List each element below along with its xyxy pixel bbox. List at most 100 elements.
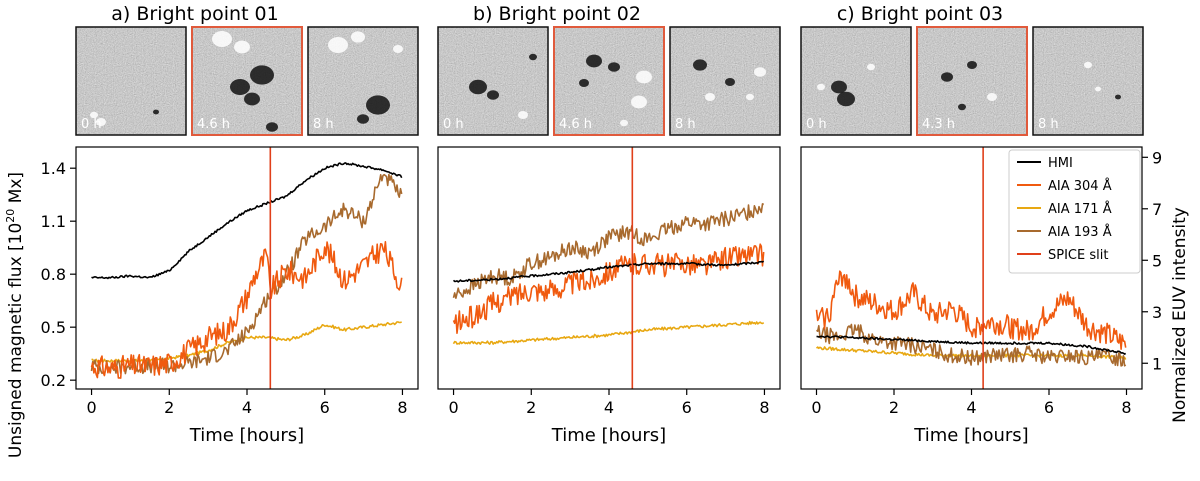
thumbnail-frame: 4.3 h bbox=[916, 26, 1028, 136]
series-lines bbox=[90, 162, 403, 379]
series-line-hmi bbox=[91, 162, 403, 280]
x-tick-label: 0 bbox=[811, 398, 821, 417]
magnetic-feature bbox=[153, 109, 159, 115]
x-tick-label: 6 bbox=[682, 398, 692, 417]
magnetogram-image bbox=[917, 27, 1027, 135]
x-tick-label: 6 bbox=[320, 398, 330, 417]
thumbnail-frame: 8 h bbox=[669, 26, 781, 136]
frame-border bbox=[669, 26, 781, 136]
highlight-frame-border bbox=[553, 26, 665, 136]
series-lines bbox=[815, 270, 1127, 367]
x-axis-label: Time [hours] bbox=[913, 425, 1028, 446]
magnetic-feature bbox=[1084, 61, 1092, 69]
axes-frame bbox=[75, 146, 419, 390]
magnetic-feature bbox=[608, 62, 620, 72]
magnetic-feature bbox=[250, 65, 274, 85]
series-line-aia-304- bbox=[815, 270, 1127, 350]
magnetic-feature bbox=[212, 31, 232, 47]
frame-border bbox=[307, 26, 419, 136]
legend-label-hmi: HMI bbox=[1048, 156, 1073, 171]
x-tick-label: 0 bbox=[86, 398, 96, 417]
magnetic-feature bbox=[1115, 94, 1121, 100]
thumbnail-frame: 4.6 h bbox=[191, 26, 303, 136]
magnetic-feature bbox=[90, 111, 98, 119]
thumbnail-frame: 0 h bbox=[75, 26, 187, 136]
thumbnail-frame: 8 h bbox=[307, 26, 419, 136]
y-tick-label: 1.1 bbox=[41, 212, 66, 231]
magnetic-feature bbox=[837, 91, 855, 107]
thumbnail-frame: 0 h bbox=[800, 26, 912, 136]
thumbnail-frame: 8 h bbox=[1032, 26, 1144, 136]
y2-tick-label: 9 bbox=[1152, 148, 1162, 167]
magnetic-feature bbox=[579, 79, 589, 87]
panel-title-c: c) Bright point 03 bbox=[837, 3, 1003, 25]
magnetic-feature bbox=[586, 54, 602, 68]
y-tick-label: 0.8 bbox=[41, 265, 66, 284]
magnetic-feature bbox=[393, 45, 403, 53]
magnetic-feature bbox=[529, 53, 537, 61]
magnetic-feature bbox=[705, 93, 715, 101]
magnetic-feature bbox=[817, 83, 825, 91]
magnetic-feature bbox=[357, 114, 369, 124]
thumbnail-frame: 4.6 h bbox=[553, 26, 665, 136]
frame-time-label: 4.3 h bbox=[922, 117, 955, 132]
x-tick-label: 2 bbox=[526, 398, 536, 417]
frame-time-label: 8 h bbox=[675, 117, 696, 132]
plots: 0 2 4 6 8 Time [hours] 0.2 0.5 0.8 1.1 1.4 0 2 4 6 8 Tim… bbox=[41, 146, 1162, 446]
x-tick-label: 6 bbox=[1044, 398, 1054, 417]
magnetogram-image bbox=[438, 27, 548, 135]
y-tick-label: 0.5 bbox=[41, 318, 66, 337]
magnetic-feature bbox=[746, 93, 754, 101]
magnetogram-image bbox=[1033, 27, 1143, 135]
magnetic-feature bbox=[487, 90, 499, 100]
legend-label-aia193: AIA 193 Å bbox=[1048, 224, 1112, 240]
magnetic-feature bbox=[469, 79, 487, 95]
magnetic-feature bbox=[234, 40, 250, 54]
frame-time-label: 0 h bbox=[443, 117, 464, 132]
frame-time-label: 0 h bbox=[81, 117, 102, 132]
magnetic-feature bbox=[958, 103, 966, 111]
magnetic-feature bbox=[725, 78, 735, 86]
magnetic-feature bbox=[693, 59, 707, 71]
legend: HMI AIA 304 Å AIA 171 Å AIA 193 Å SPICE slit bbox=[1008, 149, 1141, 274]
plot-panel: 0 2 4 6 8 Time [hours] bbox=[437, 146, 781, 446]
plot-panel: 0 2 4 6 8 Time [hours] 0.2 0.5 0.8 1.1 1.4 bbox=[41, 146, 419, 446]
highlight-frame-border bbox=[191, 26, 303, 136]
series-lines bbox=[452, 203, 765, 345]
magnetic-feature bbox=[941, 72, 953, 82]
series-line-hmi bbox=[452, 260, 765, 283]
plot-panel: 0 2 4 6 8 Time [hours] 1 3 5 7 9 bbox=[800, 146, 1162, 446]
magnetic-feature bbox=[518, 111, 528, 119]
frame-time-label: 0 h bbox=[806, 117, 827, 132]
magnetic-feature bbox=[266, 122, 278, 132]
panel-title-b: b) Bright point 02 bbox=[473, 3, 641, 25]
magnetic-feature bbox=[867, 63, 875, 71]
magnetic-feature bbox=[328, 37, 348, 53]
x-tick-label: 8 bbox=[1121, 398, 1131, 417]
y-tick-label: 0.2 bbox=[41, 371, 66, 390]
x-tick-label: 8 bbox=[759, 398, 769, 417]
x-tick-label: 4 bbox=[966, 398, 976, 417]
frame-border bbox=[1032, 26, 1144, 136]
series-line-aia-304- bbox=[452, 243, 765, 334]
y2-tick-label: 5 bbox=[1152, 251, 1162, 270]
magnetic-feature bbox=[987, 93, 997, 101]
frame-time-label: 8 h bbox=[1038, 117, 1059, 132]
frame-border bbox=[800, 26, 912, 136]
magnetic-feature bbox=[831, 80, 847, 94]
x-tick-label: 8 bbox=[397, 398, 407, 417]
magnetic-feature bbox=[631, 95, 647, 109]
frame-time-label: 4.6 h bbox=[559, 117, 592, 132]
magnetic-feature bbox=[230, 79, 250, 95]
legend-box bbox=[1008, 149, 1141, 274]
thumbnail-frame: 0 h bbox=[437, 26, 549, 136]
y-tick-label: 1.4 bbox=[41, 159, 66, 178]
legend-label-aia171: AIA 171 Å bbox=[1048, 201, 1112, 217]
magnetic-feature bbox=[967, 61, 977, 69]
frame-border bbox=[437, 26, 549, 136]
x-tick-label: 2 bbox=[164, 398, 174, 417]
x-tick-label: 4 bbox=[604, 398, 614, 417]
y2-tick-label: 7 bbox=[1152, 200, 1162, 219]
series-line-aia-304- bbox=[90, 241, 403, 379]
